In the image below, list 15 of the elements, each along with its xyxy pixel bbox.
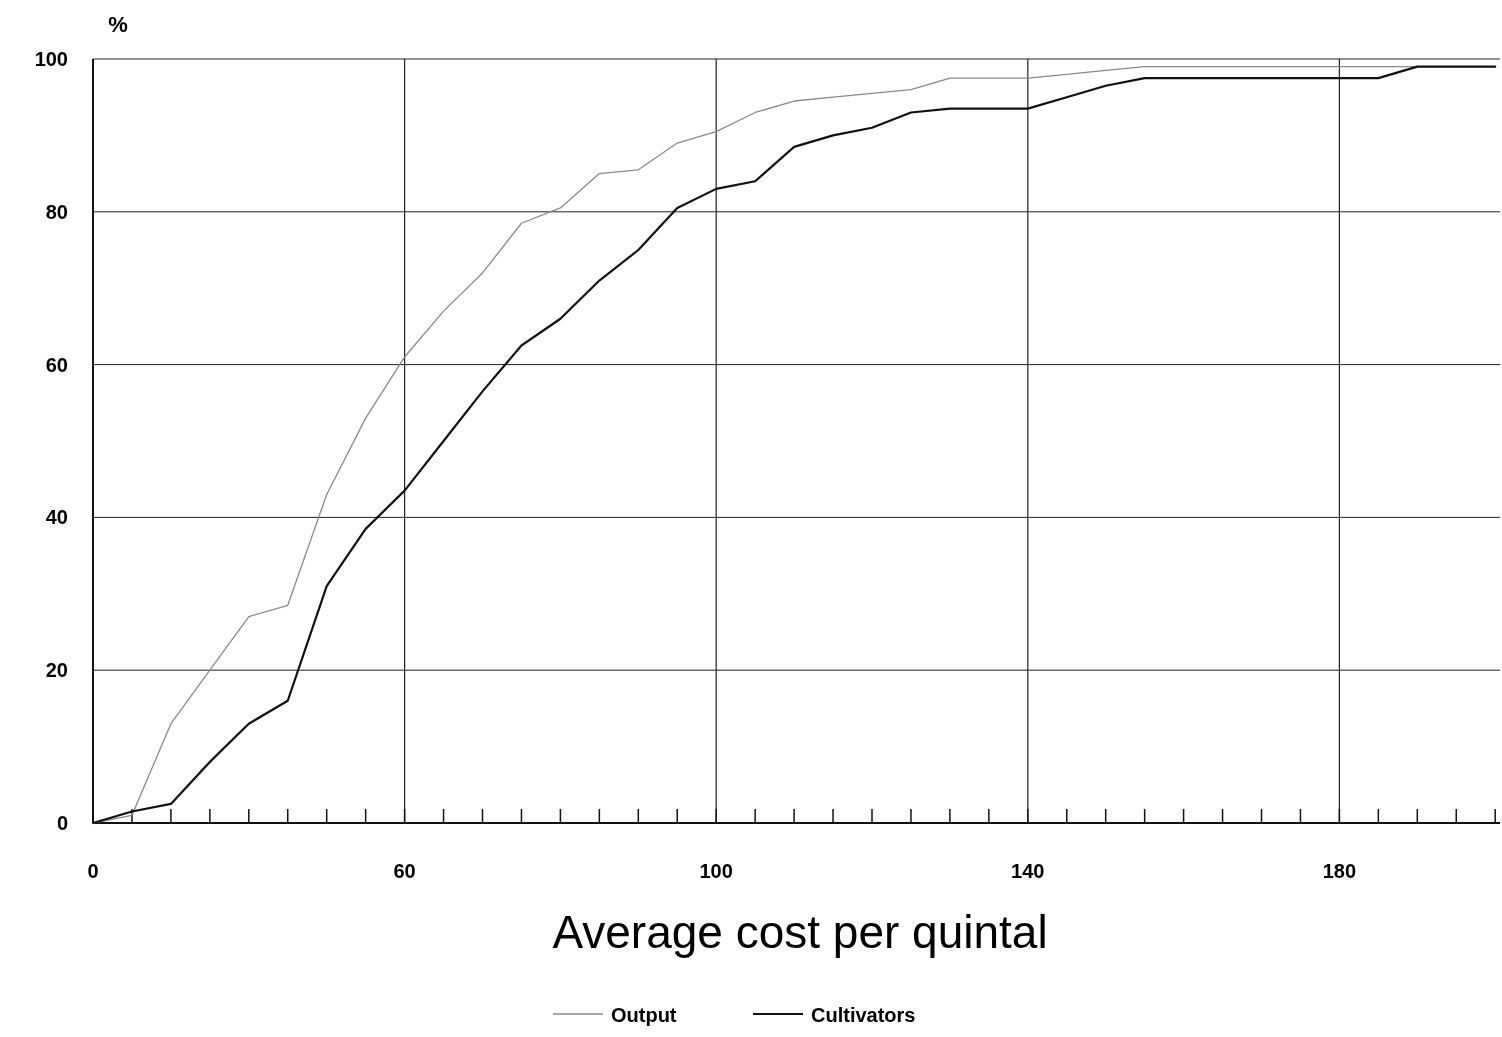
x-axis-title: Average cost per quintal (552, 906, 1048, 958)
x-tick-label: 180 (1322, 860, 1357, 882)
legend-label: Cultivators (811, 1004, 916, 1026)
y-tick-label: 60 (45, 353, 68, 376)
y-tick-label: 40 (45, 506, 68, 529)
x-tick-label: 60 (393, 860, 416, 882)
y-tick-label: 80 (45, 200, 68, 223)
y-tick-label: 0 (56, 812, 68, 834)
y-tick-label: 100 (34, 48, 68, 70)
x-tick-label: 0 (87, 860, 99, 882)
legend-label: Output (611, 1004, 677, 1026)
x-tick-label: 100 (699, 860, 733, 882)
x-tick-label: 140 (1011, 860, 1045, 882)
y-axis-title: % (108, 12, 128, 37)
y-tick-label: 20 (45, 659, 68, 682)
